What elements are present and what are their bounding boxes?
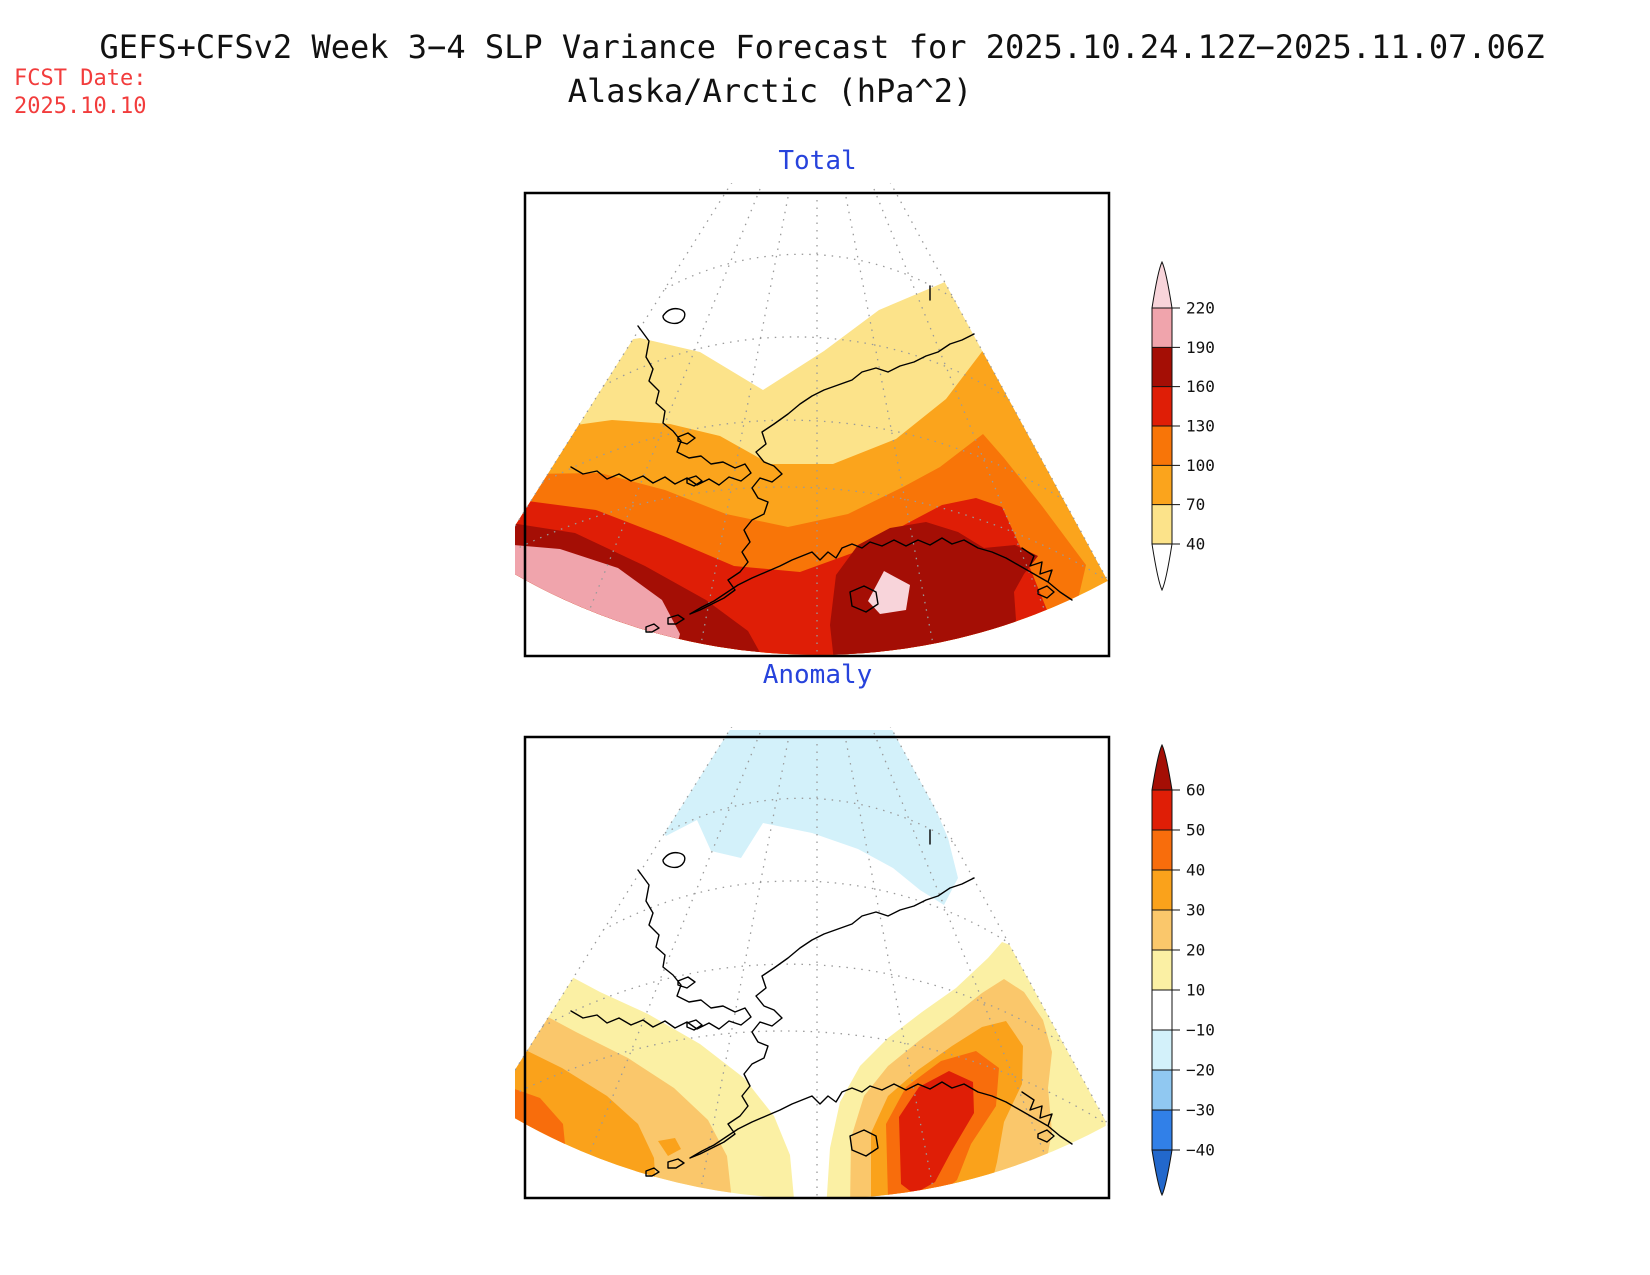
colorbar-segment — [1152, 1070, 1172, 1110]
anomaly-contour-field — [515, 727, 1108, 1199]
colorbar-tick-label: 50 — [1186, 821, 1205, 840]
colorbar-tick-label: −20 — [1186, 1061, 1215, 1080]
colorbar-tick-label: 40 — [1186, 534, 1205, 553]
colorbar-segment — [1152, 990, 1172, 1030]
colorbar-segment — [1152, 870, 1172, 910]
band-neg10-neg20 — [648, 730, 958, 905]
colorbar-segment — [1152, 790, 1172, 830]
colorbar-segment — [1152, 465, 1172, 505]
colorbar-tick-label: 160 — [1186, 377, 1215, 396]
colorbar-segment — [1152, 1110, 1172, 1150]
panel-title-anomaly: Anomaly — [762, 660, 873, 690]
total-contour-field — [515, 183, 1108, 655]
colorbar-tip-top — [1151, 260, 1173, 309]
colorbar-tip-top — [1151, 743, 1173, 791]
colorbar-segment — [1152, 830, 1172, 870]
colorbar-tick-label: 220 — [1186, 299, 1215, 318]
colorbar-tip-bottom — [1151, 543, 1173, 592]
colorbar-segment — [1152, 347, 1172, 387]
total-panel-border — [523, 191, 1111, 658]
fcst-date-label: FCST Date: — [14, 66, 147, 91]
colorbar-total: 220 190 160 130 100 70 40 — [1151, 260, 1215, 592]
colorbar-tick-label: −10 — [1186, 1021, 1215, 1040]
colorbar-segment — [1152, 308, 1172, 348]
fcst-date-value: 2025.10.10 — [14, 94, 147, 119]
colorbar-anomaly: 60 50 40 30 20 10 −10 −20 −30 −40 — [1151, 743, 1215, 1197]
colorbar-tick-label: 130 — [1186, 416, 1215, 435]
sub-title: Alaska/Arctic (hPa^2) — [567, 72, 973, 110]
colorbar-tick-label: −30 — [1186, 1101, 1215, 1120]
band-30-40-spot — [658, 1138, 681, 1156]
colorbar-tick-label: 40 — [1186, 861, 1205, 880]
colorbar-tick-label: 30 — [1186, 901, 1205, 920]
colorbar-segment — [1152, 950, 1172, 990]
band-50-60-core — [899, 1071, 974, 1194]
colorbar-tick-label: 60 — [1186, 781, 1205, 800]
main-title: GEFS+CFSv2 Week 3−4 SLP Variance Forecas… — [99, 28, 1545, 66]
colorbar-tick-label: −40 — [1186, 1141, 1215, 1160]
colorbar-tick-label: 10 — [1186, 981, 1205, 1000]
colorbar-tick-label: 70 — [1186, 495, 1205, 514]
colorbar-segment — [1152, 425, 1172, 466]
colorbar-tick-label: 100 — [1186, 456, 1215, 475]
colorbar-tip-bottom — [1151, 1149, 1173, 1197]
map-panel-anomaly — [515, 727, 1111, 1200]
colorbar-segment — [1152, 386, 1172, 426]
panel-title-total: Total — [778, 146, 857, 176]
colorbar-tick-label: 190 — [1186, 338, 1215, 357]
anomaly-panel-border — [523, 735, 1111, 1200]
colorbar-segment — [1152, 1030, 1172, 1070]
colorbar-tick-label: 20 — [1186, 941, 1205, 960]
colorbar-segment — [1152, 910, 1172, 950]
colorbar-segment — [1152, 504, 1172, 544]
map-panel-total — [515, 183, 1111, 658]
